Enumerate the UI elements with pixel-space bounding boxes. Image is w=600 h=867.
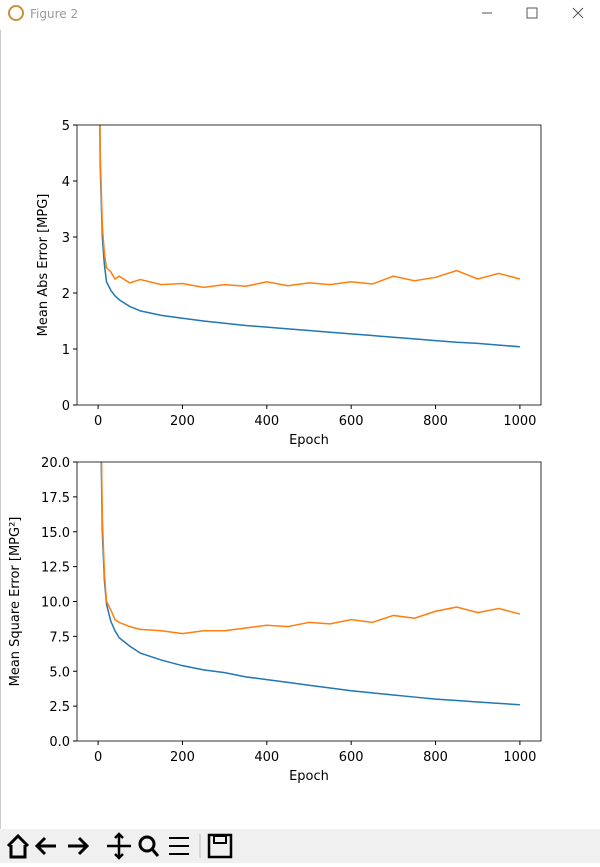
y-tick-label: 12.5 [41, 561, 70, 576]
y-tick-label: 2.5 [49, 700, 70, 715]
x-tick-label: 200 [170, 414, 195, 429]
x-axis-label: Epoch [289, 433, 329, 448]
pan-button[interactable] [107, 832, 131, 860]
y-tick-label: 3 [62, 231, 70, 246]
y-tick-label: 15.0 [41, 526, 70, 541]
x-tick-label: 600 [339, 750, 364, 765]
save-icon-part [213, 835, 227, 844]
axes-frame [76, 124, 542, 406]
data-line [99, 125, 521, 289]
toolbar [0, 829, 600, 863]
data-line [99, 125, 520, 348]
y-axis-label: Mean Abs Error [MPG] [36, 194, 51, 337]
y-axis-label: Mean Square Error [MPG²] [8, 517, 23, 687]
home-button[interactable] [6, 833, 30, 859]
toolbar-icons [6, 832, 233, 860]
x-axis-label: Epoch [289, 769, 329, 784]
y-tick-label: 20.0 [41, 456, 70, 471]
x-tick-label: 400 [254, 750, 279, 765]
x-tick-label: 1000 [503, 414, 536, 429]
y-tick-label: 1 [62, 343, 70, 358]
x-tick-label: 1000 [503, 750, 536, 765]
maximize-button[interactable] [526, 7, 538, 19]
chart: 0 200 400 600 800 1000 0.0 2.5 5.0 7.5 10.0 12.5 15.… [8, 456, 542, 784]
x-tick-label: 600 [339, 414, 364, 429]
y-tick-label: 7.5 [49, 630, 70, 645]
close-button[interactable] [572, 7, 584, 19]
y-tick-label: 5.0 [49, 665, 70, 680]
y-tick-label: 0.0 [49, 735, 70, 750]
forward-button[interactable] [68, 836, 90, 856]
data-line [100, 462, 521, 635]
x-tick-label: 400 [254, 414, 279, 429]
back-button[interactable] [34, 836, 56, 856]
x-tick-label: 800 [423, 414, 448, 429]
zoom-handle [150, 848, 160, 857]
y-tick-label: 10.0 [41, 596, 70, 611]
x-tick-label: 0 [94, 750, 102, 765]
app-icon [8, 5, 24, 21]
y-tick-label: 0 [62, 399, 70, 414]
y-tick-label: 17.5 [41, 491, 70, 506]
configure-button[interactable] [169, 837, 189, 855]
window-title: Figure 2 [30, 7, 78, 21]
y-tick-label: 4 [62, 175, 70, 190]
chart: 0 200 400 600 800 1000 0 1 2 3 4 5 Epoch Mean Abs Err… [36, 119, 542, 448]
data-line [100, 462, 520, 706]
y-tick-label: 5 [62, 119, 70, 134]
zoom-button[interactable] [138, 835, 156, 853]
x-tick-label: 0 [94, 414, 102, 429]
x-tick-label: 800 [423, 750, 448, 765]
y-tick-label: 2 [62, 287, 70, 302]
x-tick-label: 200 [170, 750, 195, 765]
